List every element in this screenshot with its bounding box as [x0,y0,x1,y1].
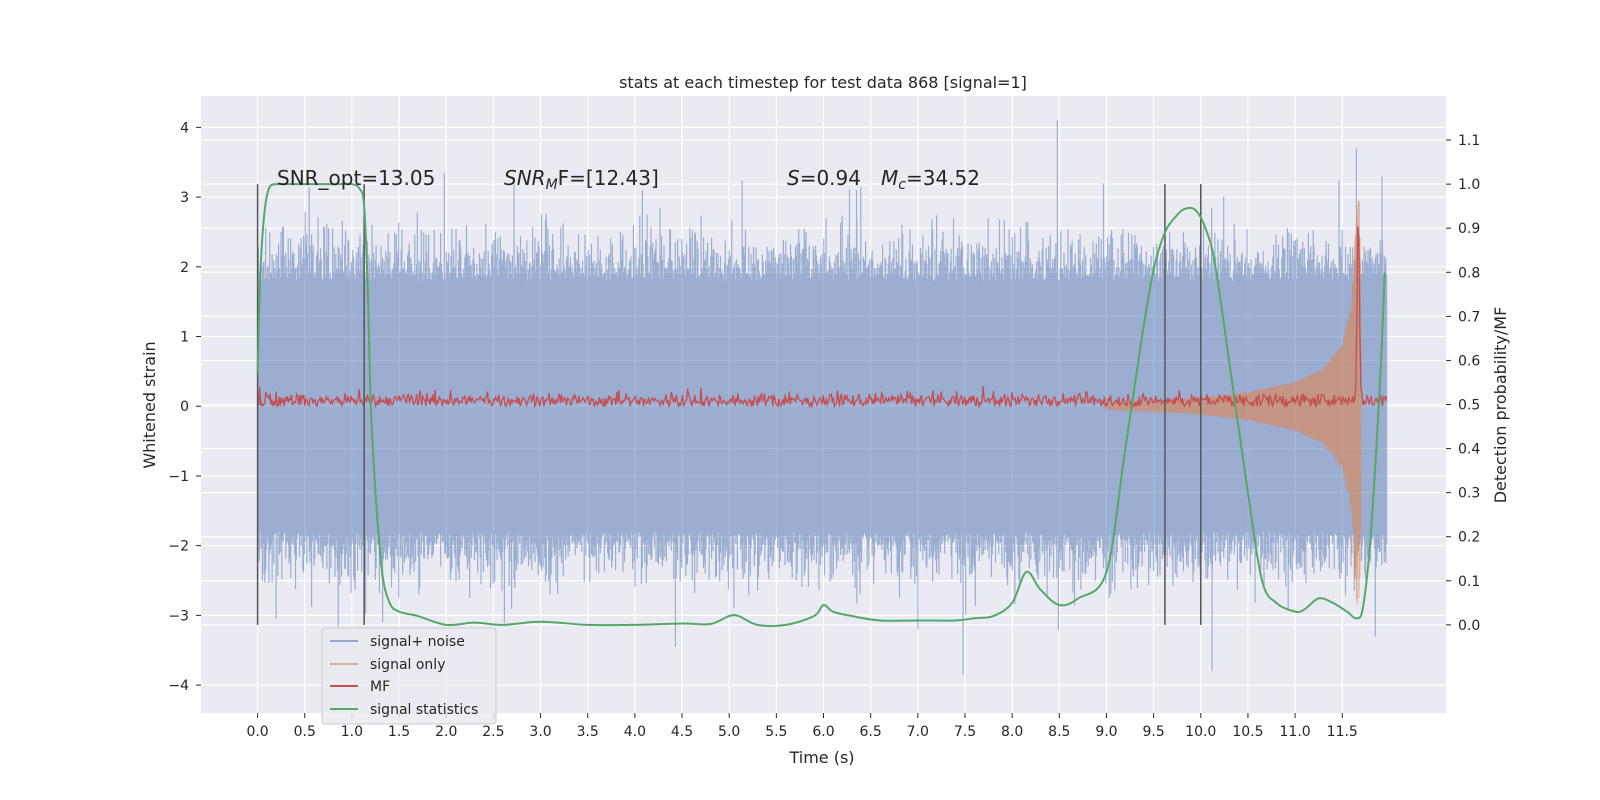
x-tick-label-16: 8.0 [1001,724,1023,740]
y-left-tick-label-2: −2 [168,539,189,555]
y-right-tick-label-0: 0.0 [1458,618,1480,634]
x-tick-label-21: 10.5 [1232,724,1263,740]
y-left-tick-label-3: −1 [168,469,189,485]
series-mf [257,226,1388,409]
legend-label-signal-noise: signal+ noise [370,634,465,650]
annotation-snr-mf: SNRMF=[12.43] [504,166,659,193]
x-tick-label-3: 1.5 [388,724,410,740]
y-left-tick-label-1: −3 [168,608,189,624]
y-left-tick-label-7: 3 [180,190,189,206]
legend-label-signal-only: signal only [370,657,445,673]
y-right-tick-label-1: 0.1 [1458,574,1480,590]
x-tick-label-11: 5.5 [765,724,787,740]
mf-trace [257,226,1388,409]
y-axis-left-label: Whitened strain [140,341,159,468]
y-right-tick-label-3: 0.3 [1458,486,1480,502]
vertical-markers [256,184,1202,625]
y-axis-right-ticks: 0.0 0.1 0.2 0.3 0.4 0.5 0.6 0.7 0.8 0.9 1.0 1.1 [1446,133,1480,634]
x-tick-label-15: 7.5 [954,724,976,740]
x-tick-label-0: 0.0 [246,724,268,740]
y-right-tick-label-10: 1.0 [1458,177,1480,193]
x-tick-label-22: 11.0 [1280,724,1311,740]
x-tick-label-7: 3.5 [577,724,599,740]
legend-label-signal-statistics: signal statistics [370,702,478,718]
legend: signal+ noise signal only MF signal stat… [321,627,497,725]
y-axis-right-label: Detection probability/MF [1491,307,1510,504]
x-axis-ticks: 0.0 0.5 1.0 1.5 2.0 2.5 3.0 3.5 4.0 4.5 5.0 5.5 6.0 6… [246,713,1358,740]
x-tick-label-2: 1.0 [341,724,363,740]
x-tick-label-18: 9.0 [1095,724,1117,740]
x-tick-label-13: 6.5 [860,724,882,740]
y-right-tick-label-9: 0.9 [1458,221,1480,237]
y-right-tick-label-8: 0.8 [1458,265,1480,281]
x-tick-label-9: 4.5 [671,724,693,740]
signal-statistics-trace [256,182,1386,627]
y-right-tick-label-5: 0.5 [1458,398,1480,414]
y-axis-left-ticks: −4 −3 −2 −1 0 1 2 3 4 [168,120,201,694]
y-right-tick-label-11: 1.1 [1458,133,1480,149]
series-signal-statistics [256,182,1386,627]
x-tick-label-17: 8.5 [1048,724,1070,740]
x-tick-label-19: 9.5 [1142,724,1164,740]
x-tick-label-8: 4.0 [624,724,646,740]
y-left-tick-label-4: 0 [180,399,189,415]
x-tick-label-5: 2.5 [482,724,504,740]
y-right-tick-label-2: 0.2 [1458,530,1480,546]
y-right-tick-label-6: 0.6 [1458,353,1480,369]
y-left-tick-label-5: 1 [180,330,189,346]
x-tick-label-1: 0.5 [294,724,316,740]
y-left-tick-label-0: −4 [168,678,189,694]
x-tick-label-4: 2.0 [435,724,457,740]
x-tick-label-10: 5.0 [718,724,740,740]
y-left-tick-label-8: 4 [180,120,189,136]
y-right-tick-label-4: 0.4 [1458,442,1480,458]
annotation-snr-opt: SNR_opt=13.05 [277,166,435,190]
x-tick-label-12: 6.0 [812,724,834,740]
legend-box [321,627,497,725]
x-tick-label-14: 7.0 [907,724,929,740]
x-tick-label-6: 3.0 [529,724,551,740]
x-tick-label-23: 11.5 [1327,724,1358,740]
chart-title: stats at each timestep for test data 868… [619,73,1027,92]
y-left-tick-label-6: 2 [180,260,189,276]
legend-label-mf: MF [370,679,390,695]
annotation-s: S=0.94 [787,166,861,190]
x-tick-label-20: 10.0 [1185,724,1216,740]
annotation-mc: Mc=34.52 [881,166,980,193]
y-right-tick-label-7: 0.7 [1458,309,1480,325]
x-axis-label: Time (s) [788,748,854,767]
